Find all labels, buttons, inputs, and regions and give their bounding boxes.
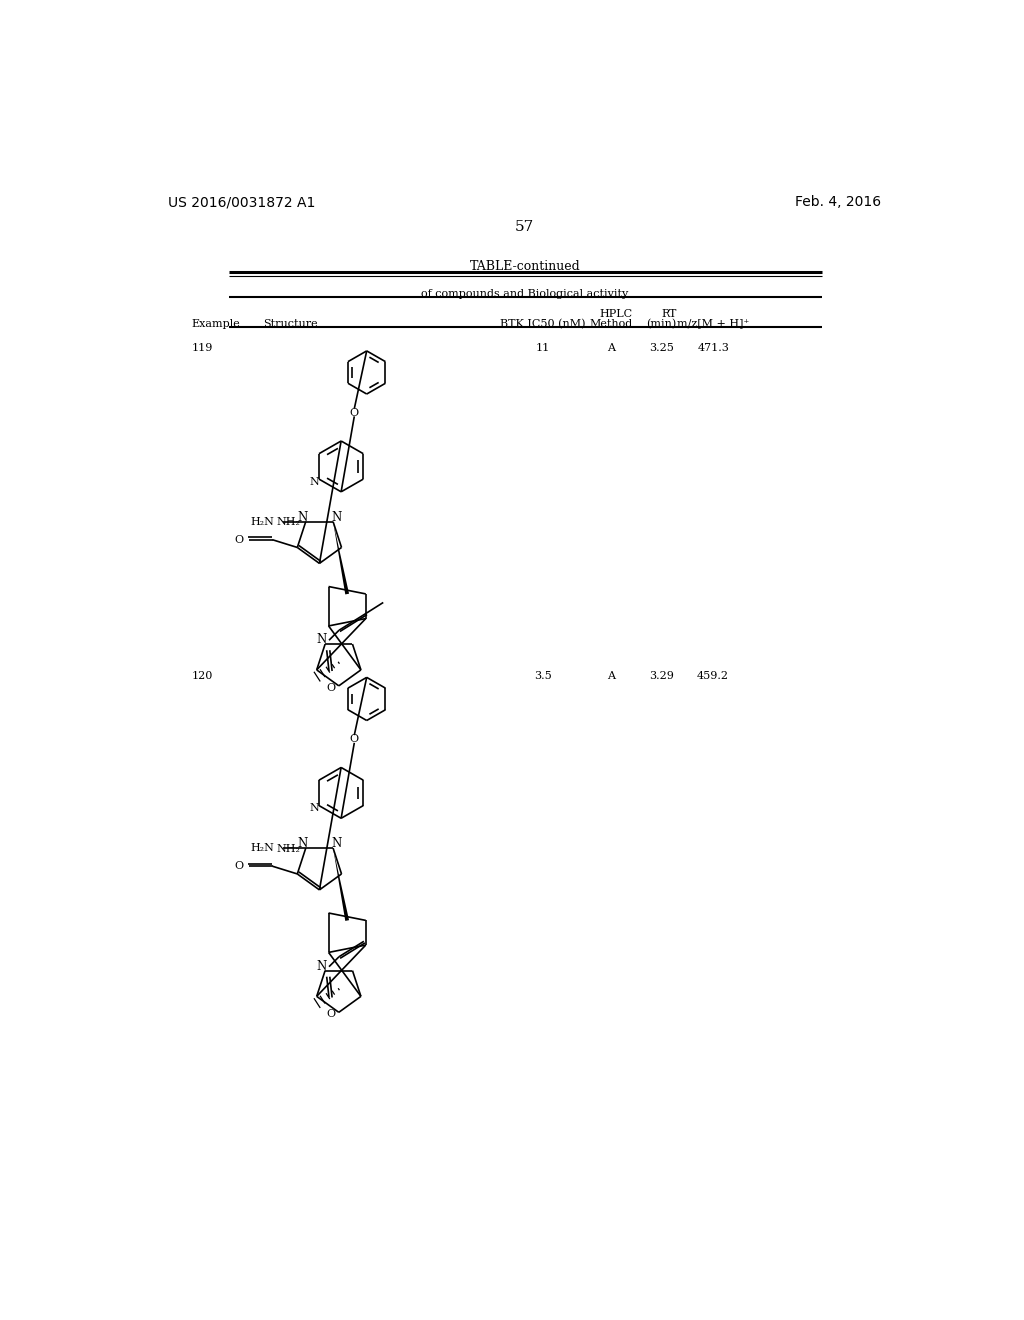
Text: N: N xyxy=(331,511,341,524)
Text: N: N xyxy=(316,960,327,973)
Text: O: O xyxy=(350,734,358,744)
Text: TABLE-continued: TABLE-continued xyxy=(469,260,581,273)
Text: N: N xyxy=(331,837,341,850)
Text: A: A xyxy=(607,671,614,681)
Text: of compounds and Biological activity: of compounds and Biological activity xyxy=(421,289,629,300)
Text: BTK IC50 (nM): BTK IC50 (nM) xyxy=(500,318,586,329)
Text: N: N xyxy=(297,511,307,524)
Text: RT: RT xyxy=(662,309,677,319)
Text: N: N xyxy=(297,837,307,850)
Text: 120: 120 xyxy=(191,671,213,681)
Text: Method: Method xyxy=(589,318,633,329)
Text: 3.29: 3.29 xyxy=(649,671,674,681)
Text: 57: 57 xyxy=(515,220,535,234)
Text: US 2016/0031872 A1: US 2016/0031872 A1 xyxy=(168,195,315,210)
Text: 3.5: 3.5 xyxy=(534,671,552,681)
Text: Feb. 4, 2016: Feb. 4, 2016 xyxy=(796,195,882,210)
Polygon shape xyxy=(333,521,349,594)
Text: 119: 119 xyxy=(191,343,213,354)
Text: Structure: Structure xyxy=(263,318,318,329)
Text: NH₂: NH₂ xyxy=(276,843,300,854)
Text: 459.2: 459.2 xyxy=(697,671,729,681)
Text: A: A xyxy=(607,343,614,354)
Text: O: O xyxy=(326,1008,335,1019)
Text: N: N xyxy=(316,634,327,647)
Polygon shape xyxy=(333,849,349,921)
Text: HPLC: HPLC xyxy=(600,309,633,319)
Text: m/z[M + H]⁺: m/z[M + H]⁺ xyxy=(677,318,750,329)
Text: N: N xyxy=(309,477,319,487)
Text: H₂N: H₂N xyxy=(251,516,274,527)
Text: 11: 11 xyxy=(536,343,550,354)
Text: O: O xyxy=(233,861,243,871)
Text: N: N xyxy=(309,804,319,813)
Text: 3.25: 3.25 xyxy=(649,343,674,354)
Text: H₂N: H₂N xyxy=(251,843,274,853)
Text: 471.3: 471.3 xyxy=(697,343,729,354)
Text: (min): (min) xyxy=(646,318,676,329)
Text: O: O xyxy=(326,682,335,693)
Text: NH₂: NH₂ xyxy=(276,517,300,528)
Text: O: O xyxy=(350,408,358,417)
Text: O: O xyxy=(233,535,243,545)
Text: Example: Example xyxy=(191,318,241,329)
